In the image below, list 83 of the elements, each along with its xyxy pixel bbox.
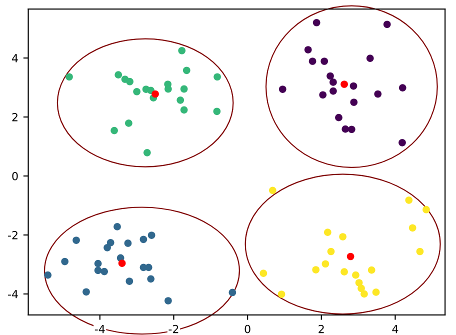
point	[319, 91, 327, 99]
point	[176, 96, 184, 104]
point	[335, 114, 342, 122]
point	[66, 73, 73, 81]
point	[148, 232, 156, 239]
point	[124, 240, 132, 247]
point	[368, 266, 376, 274]
x-tick-label: 0	[244, 324, 250, 334]
point	[126, 78, 134, 86]
point	[61, 258, 68, 266]
point	[398, 84, 406, 92]
point	[114, 223, 121, 230]
point	[330, 87, 337, 95]
point	[350, 98, 358, 106]
point	[110, 126, 118, 134]
y-tick-label: 4	[12, 54, 18, 62]
point	[213, 108, 221, 116]
point	[44, 271, 52, 279]
point	[383, 20, 391, 28]
point	[320, 58, 328, 65]
point	[72, 236, 80, 244]
x-tick-label: 4	[392, 324, 398, 334]
point	[374, 90, 382, 98]
point	[366, 54, 374, 62]
point	[340, 268, 348, 276]
point	[133, 88, 140, 96]
point	[398, 138, 406, 146]
point	[322, 260, 330, 268]
point	[214, 73, 221, 81]
x-tick-label: -2	[168, 324, 178, 334]
point	[340, 80, 348, 88]
y-tick-label: 0	[12, 172, 18, 180]
point	[312, 18, 320, 26]
x-tick-label: -4	[94, 324, 105, 334]
point	[352, 271, 360, 279]
point	[405, 196, 413, 204]
point	[324, 228, 332, 236]
point	[114, 71, 122, 78]
point	[327, 248, 335, 256]
point	[312, 266, 320, 274]
point	[82, 288, 90, 296]
y-tick-label: -2	[8, 230, 18, 240]
point	[372, 288, 380, 296]
point	[178, 46, 186, 54]
point	[350, 82, 358, 90]
point	[346, 252, 354, 260]
point	[358, 284, 365, 292]
point	[260, 270, 268, 277]
point	[164, 297, 172, 304]
point	[164, 85, 172, 93]
point	[125, 120, 132, 127]
point	[339, 233, 346, 240]
point	[422, 206, 430, 214]
x-tick-label: 2	[318, 324, 324, 334]
point	[147, 275, 155, 283]
point	[268, 186, 276, 194]
point	[355, 279, 363, 286]
point	[126, 278, 134, 285]
point	[304, 46, 312, 54]
point	[308, 58, 316, 65]
point	[360, 290, 368, 298]
point	[143, 149, 151, 156]
point	[140, 236, 148, 244]
point	[408, 224, 416, 232]
point	[104, 244, 111, 252]
point	[152, 90, 159, 98]
point	[278, 290, 286, 298]
y-tick-label: -4	[8, 290, 18, 298]
point	[348, 126, 356, 134]
point	[416, 248, 424, 256]
point	[94, 260, 102, 268]
y-tick-label: 2	[12, 112, 18, 122]
point	[342, 125, 350, 133]
point	[100, 268, 108, 276]
point	[180, 106, 188, 114]
point	[278, 86, 286, 93]
point	[118, 260, 126, 267]
point	[330, 78, 337, 86]
point	[94, 266, 102, 274]
point	[326, 72, 334, 80]
point	[182, 66, 190, 74]
point	[228, 288, 236, 296]
point	[180, 85, 188, 93]
